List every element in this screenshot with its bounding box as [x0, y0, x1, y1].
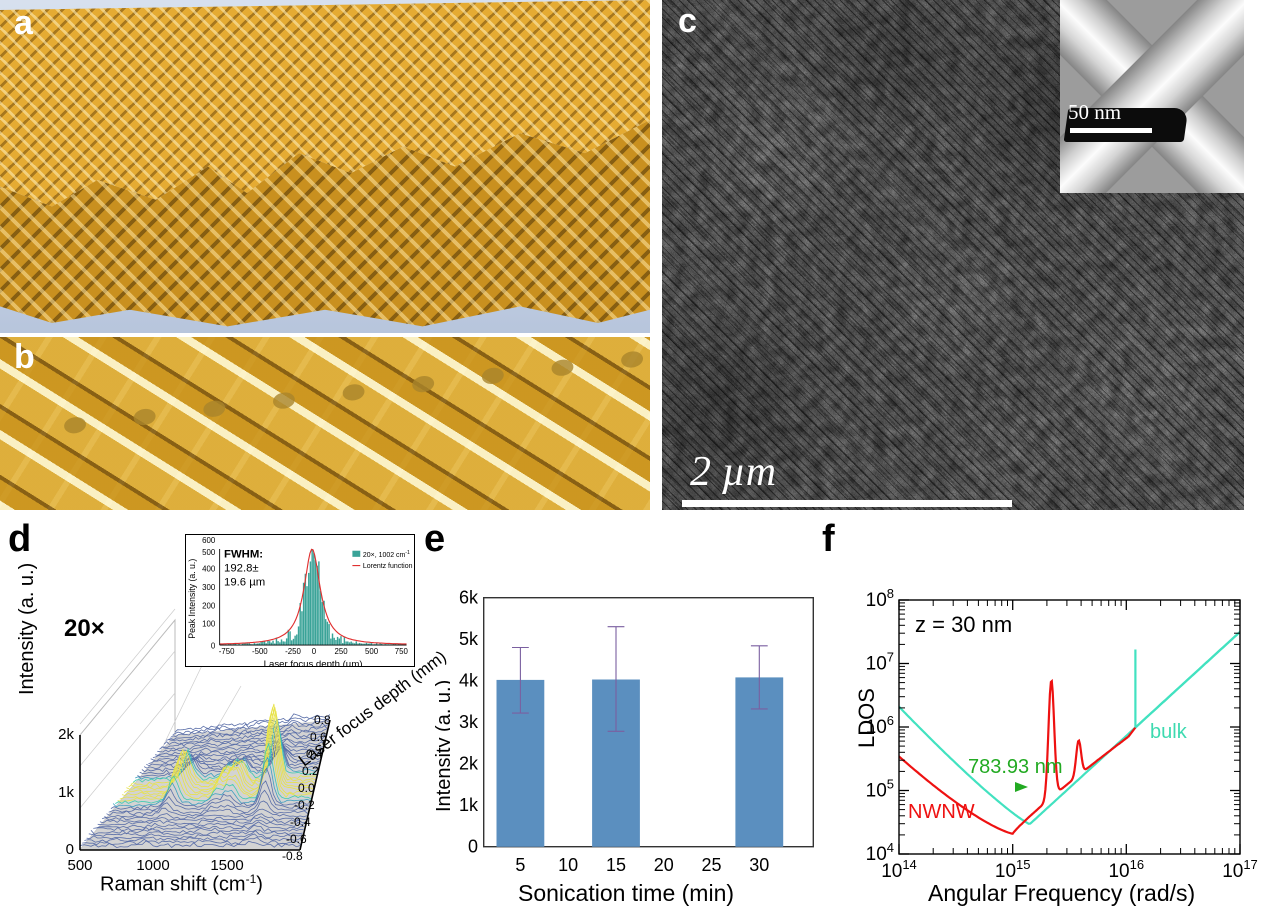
svg-text:30: 30	[749, 855, 769, 875]
svg-text:z = 30 nm: z = 30 nm	[915, 612, 1012, 637]
svg-text:-0.8: -0.8	[282, 849, 303, 863]
svg-text:-0.6: -0.6	[286, 832, 307, 846]
svg-text:19.6 µm: 19.6 µm	[224, 577, 265, 589]
svg-text:Peak Intensity (a. u.): Peak Intensity (a. u.)	[187, 559, 197, 639]
svg-text:NWNW: NWNW	[908, 801, 975, 823]
svg-text:0.0: 0.0	[298, 781, 315, 795]
svg-text:750: 750	[395, 647, 409, 656]
svg-text:2k: 2k	[459, 754, 479, 774]
svg-text:-750: -750	[219, 647, 235, 656]
svg-text:5k: 5k	[459, 629, 479, 649]
svg-text:250: 250	[334, 647, 348, 656]
svg-text:-250: -250	[285, 647, 301, 656]
svg-text:1k: 1k	[58, 784, 74, 801]
svg-text:500: 500	[365, 647, 379, 656]
svg-text:15: 15	[606, 855, 626, 875]
svg-text:0: 0	[312, 647, 317, 656]
svg-text:0.8: 0.8	[314, 713, 331, 727]
svg-text:6k: 6k	[459, 588, 479, 608]
svg-text:FWHM:: FWHM:	[224, 549, 263, 561]
svg-text:20×, 1002 cm-1: 20×, 1002 cm-1	[363, 550, 410, 559]
svg-text:-0.2: -0.2	[294, 798, 315, 812]
svg-text:10: 10	[558, 855, 578, 875]
svg-text:0: 0	[66, 841, 74, 858]
svg-text:20: 20	[654, 855, 674, 875]
svg-text:600: 600	[202, 536, 216, 545]
svg-text:0: 0	[211, 642, 216, 651]
svg-text:100: 100	[202, 620, 216, 629]
svg-text:783.93 nm: 783.93 nm	[968, 756, 1063, 778]
svg-text:-0.4: -0.4	[290, 815, 311, 829]
svg-text:400: 400	[202, 565, 216, 574]
svg-text:25: 25	[701, 855, 721, 875]
svg-text:3k: 3k	[459, 712, 479, 732]
svg-text:192.8±: 192.8±	[224, 563, 259, 575]
svg-text:5: 5	[515, 855, 525, 875]
svg-text:4k: 4k	[459, 671, 479, 691]
svg-text:-500: -500	[252, 647, 268, 656]
svg-text:500: 500	[202, 548, 216, 557]
svg-text:bulk: bulk	[1150, 721, 1188, 743]
svg-text:Lorentz function: Lorentz function	[363, 563, 413, 570]
svg-text:Laser focus depth (µm): Laser focus depth (µm)	[264, 659, 363, 666]
svg-text:2k: 2k	[58, 726, 74, 743]
svg-text:300: 300	[202, 583, 216, 592]
svg-text:1k: 1k	[459, 795, 479, 815]
svg-text:200: 200	[202, 601, 216, 610]
svg-text:500: 500	[67, 857, 92, 874]
svg-text:0: 0	[468, 837, 478, 857]
